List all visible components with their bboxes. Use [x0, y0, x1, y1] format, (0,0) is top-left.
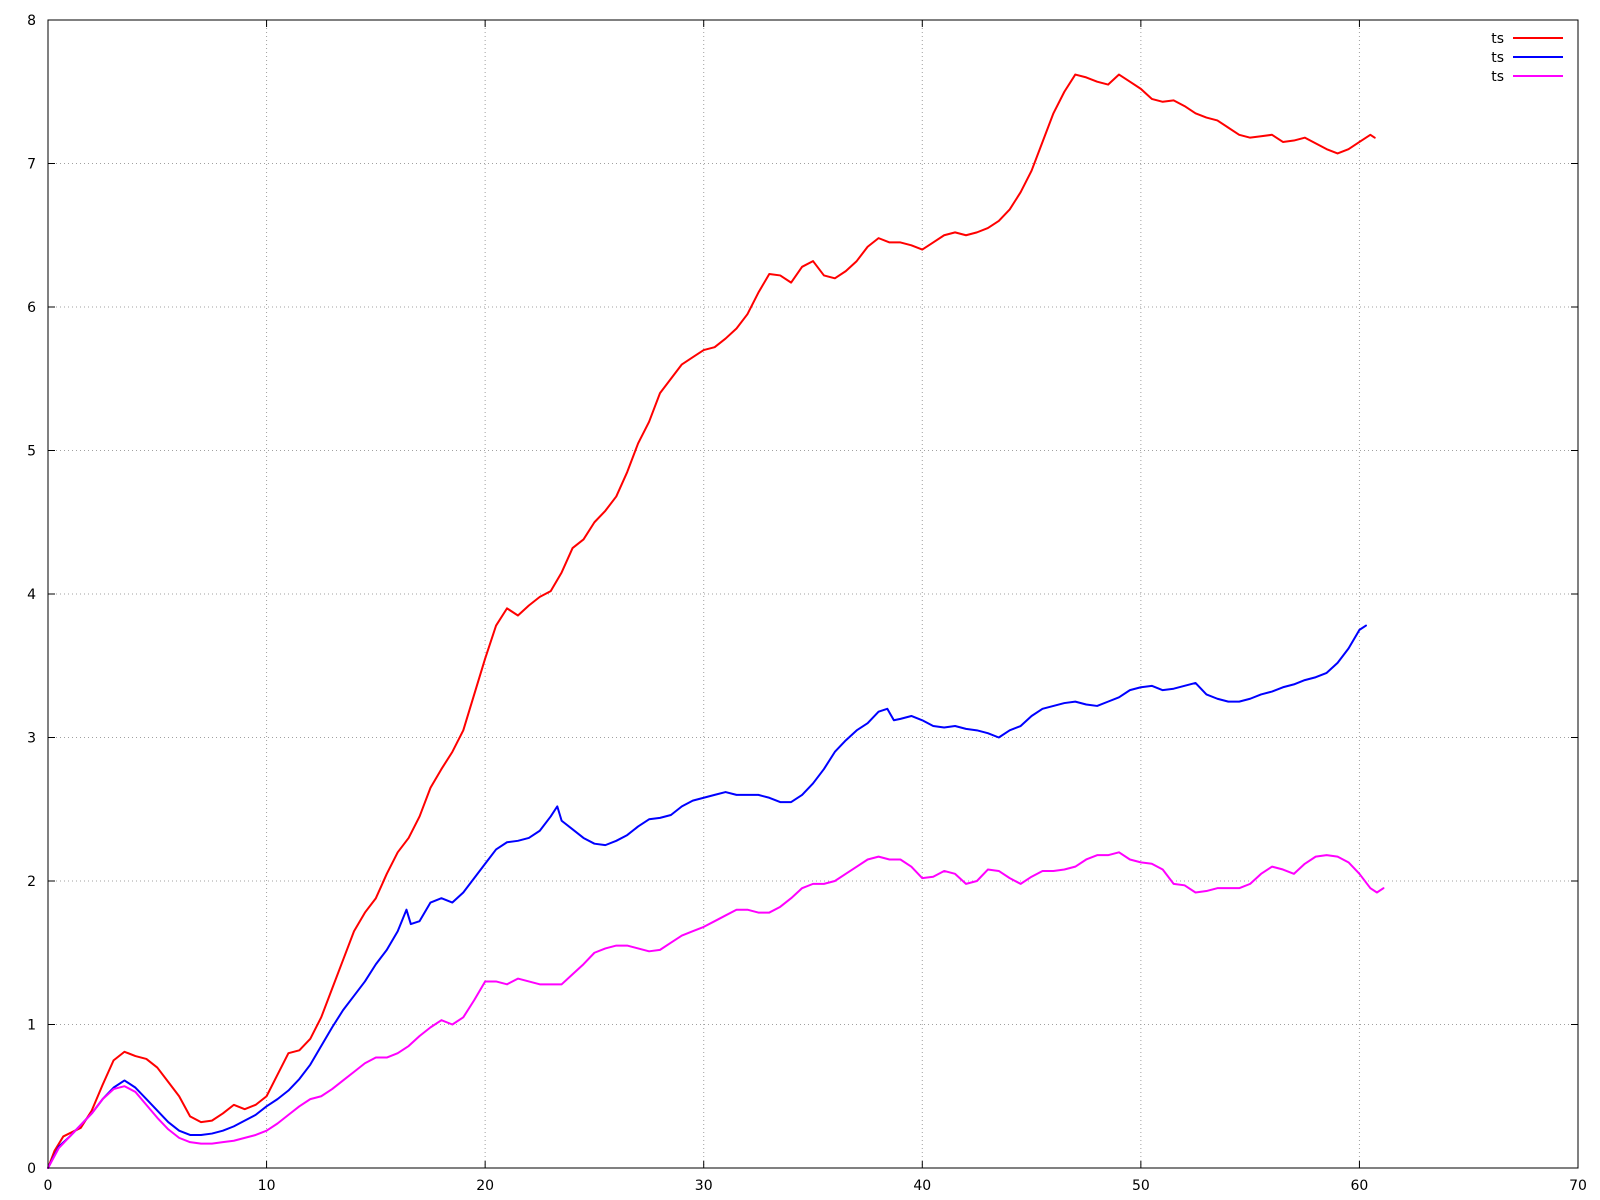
series-line-1: [47, 73, 1376, 1169]
y-tick-label: 5: [27, 444, 36, 460]
series-line-2: [47, 624, 1367, 1169]
y-axis-tick-labels: 0 1 2 3 4 5 6 7 8: [27, 13, 36, 1177]
grid: [48, 20, 1578, 1168]
axis-ticks: [47, 19, 1579, 1169]
y-tick-label: 3: [27, 731, 36, 747]
x-tick-label: 20: [476, 1178, 494, 1194]
y-tick-label: 6: [27, 300, 36, 316]
y-tick-label: 0: [27, 1161, 36, 1177]
y-tick-label: 2: [27, 874, 36, 890]
y-tick-label: 7: [27, 157, 36, 173]
x-tick-label: 50: [1132, 1178, 1150, 1194]
x-tick-label: 0: [44, 1178, 53, 1194]
legend-label-1: ts: [1491, 31, 1504, 47]
y-tick-label: 4: [27, 587, 36, 603]
legend-label-3: ts: [1491, 69, 1504, 85]
y-tick-label: 8: [27, 13, 36, 29]
legend: ts ts ts: [1491, 31, 1563, 85]
x-axis-tick-labels: 0 10 20 30 40 50 60 70: [44, 1178, 1587, 1194]
series-line-3: [47, 851, 1385, 1169]
series-lines: [47, 73, 1385, 1169]
x-tick-label: 60: [1351, 1178, 1369, 1194]
legend-label-2: ts: [1491, 50, 1504, 66]
x-tick-label: 70: [1569, 1178, 1587, 1194]
x-tick-label: 10: [258, 1178, 276, 1194]
x-tick-label: 40: [913, 1178, 931, 1194]
x-tick-label: 30: [695, 1178, 713, 1194]
y-tick-label: 1: [27, 1018, 36, 1034]
